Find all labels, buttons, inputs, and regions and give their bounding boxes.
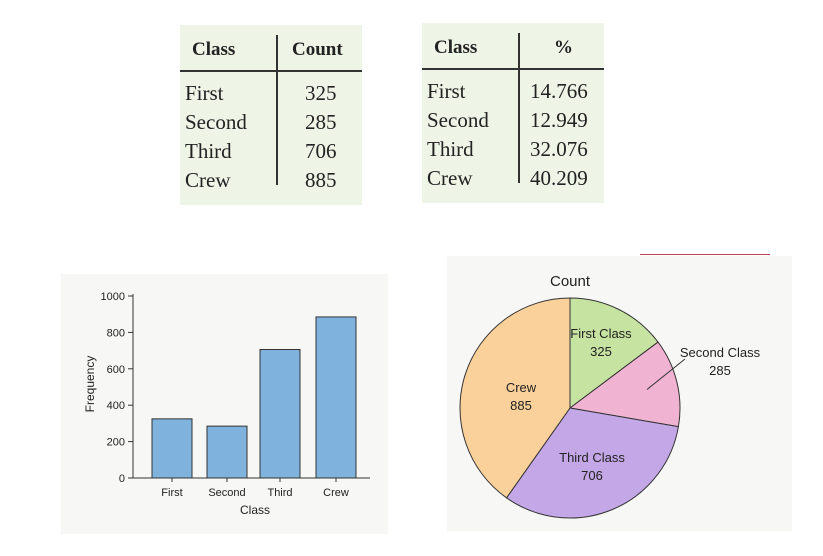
bar (206, 425, 248, 479)
pie-chart-title: Count (550, 273, 591, 290)
pie-slice (569, 297, 659, 409)
x-tick-label: First (161, 487, 182, 499)
y-tick-label: 800 (107, 327, 125, 339)
percent-table: Class % First 14.766 Second 12.949 Third… (422, 23, 604, 203)
pie-slice-value: 885 (510, 398, 532, 413)
count-table-value: 706 (305, 139, 337, 163)
count-table-header-count: Count (292, 39, 343, 60)
pie-leader-line (646, 358, 686, 390)
y-tick-label: 0 (119, 473, 125, 485)
table-header-rule (422, 68, 604, 70)
pie-slice (459, 297, 571, 499)
pie-slice-label: Second Class (680, 345, 761, 360)
percent-table-label: Second (427, 108, 489, 132)
pie-slice-value: 285 (709, 363, 731, 378)
pie-slice-label: Crew (506, 380, 537, 395)
bar (315, 316, 357, 479)
percent-table-value: 14.766 (530, 79, 588, 103)
table-header-rule (180, 70, 362, 72)
decorative-rule (640, 254, 770, 255)
y-tick-label: 600 (107, 364, 125, 376)
percent-table-label: First (427, 79, 466, 103)
bar-chart-ylabel: Frequency (83, 356, 97, 413)
count-table-label: Third (185, 139, 232, 163)
percent-table-header-percent: % (554, 37, 573, 58)
count-table-value: 885 (305, 168, 337, 192)
count-table-label: Second (185, 110, 247, 134)
pie-slice (505, 407, 679, 519)
pie-slice-label: First Class (570, 326, 632, 341)
y-tick-label: 1000 (101, 291, 125, 303)
count-table-value: 285 (305, 110, 337, 134)
x-tick-label: Third (267, 487, 292, 499)
count-table: Class Count First 325 Second 285 Third 7… (180, 25, 362, 205)
y-tick-label: 200 (107, 437, 125, 449)
table-divider (276, 35, 278, 185)
pie-slice-value: 706 (581, 468, 603, 483)
percent-table-label: Crew (427, 166, 473, 190)
bar (151, 418, 193, 479)
x-tick-label: Second (208, 487, 245, 499)
count-table-header-class: Class (192, 39, 236, 60)
bar (259, 349, 301, 479)
count-table-label: First (185, 81, 224, 105)
table-divider (518, 33, 520, 183)
percent-table-header-class: Class (434, 37, 478, 58)
count-table-value: 325 (305, 81, 337, 105)
pie-slice-label: Third Class (559, 450, 625, 465)
x-tick-label: Crew (323, 487, 349, 499)
bar-chart-xlabel: Class (240, 503, 270, 517)
pie-slice (568, 341, 681, 428)
percent-table-value: 32.076 (530, 137, 588, 161)
y-tick-label: 400 (107, 400, 125, 412)
percent-table-value: 40.209 (530, 166, 588, 190)
percent-table-label: Third (427, 137, 474, 161)
pie-slice-value: 325 (590, 344, 612, 359)
percent-table-value: 12.949 (530, 108, 588, 132)
count-table-label: Crew (185, 168, 231, 192)
